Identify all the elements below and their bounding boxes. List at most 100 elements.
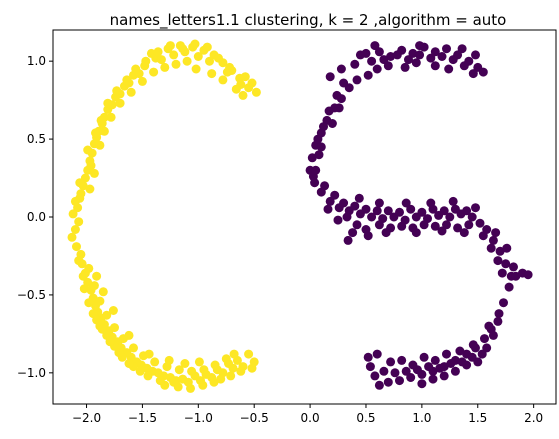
x-tick-label: −0.5 bbox=[240, 411, 269, 425]
y-axis: −1.0 −0.5 0.0 0.5 1.0 bbox=[17, 54, 53, 380]
scatter-point bbox=[395, 376, 404, 386]
scatter-point bbox=[89, 281, 99, 291]
scatter-point bbox=[442, 349, 451, 359]
scatter-point bbox=[336, 64, 346, 74]
scatter-point bbox=[124, 359, 134, 368]
scatter-point bbox=[501, 259, 511, 269]
scatter-point bbox=[199, 365, 209, 375]
scatter-point bbox=[89, 168, 99, 178]
scatter-point bbox=[400, 62, 410, 72]
scatter-point bbox=[182, 56, 192, 66]
scatter-point bbox=[205, 56, 214, 66]
scatter-point bbox=[156, 55, 166, 65]
scatter-point bbox=[379, 366, 389, 376]
scatter-point bbox=[417, 379, 427, 389]
scatter-point bbox=[439, 371, 449, 381]
scatter-point bbox=[216, 374, 226, 384]
scatter-point bbox=[324, 106, 334, 116]
scatter-point bbox=[453, 223, 463, 233]
scatter-point bbox=[112, 86, 122, 96]
scatter-point bbox=[169, 50, 179, 60]
scatter-point bbox=[249, 357, 259, 367]
scatter-point bbox=[103, 98, 113, 108]
scatter-point bbox=[342, 212, 352, 222]
scatter-point bbox=[350, 201, 360, 211]
scatter-point bbox=[78, 271, 88, 281]
scatter-point bbox=[450, 204, 460, 214]
scatter-point bbox=[202, 42, 212, 52]
scatter-point bbox=[244, 349, 254, 359]
scatter-point bbox=[229, 349, 239, 359]
scatter-point bbox=[397, 355, 407, 365]
scatter-point bbox=[491, 228, 501, 238]
scatter-point bbox=[484, 321, 494, 331]
scatter-point bbox=[462, 206, 472, 216]
scatter-point bbox=[85, 184, 95, 194]
scatter-point bbox=[91, 128, 100, 138]
scatter-point bbox=[327, 119, 337, 128]
scatter-point bbox=[467, 212, 477, 222]
scatter-point bbox=[374, 380, 384, 390]
scatter-point bbox=[74, 256, 84, 266]
scatter-point bbox=[475, 218, 485, 228]
scatter-point bbox=[110, 323, 119, 333]
scatter-point bbox=[86, 161, 96, 171]
scatter-point bbox=[70, 196, 80, 206]
scatter-point bbox=[325, 196, 335, 206]
scatter-point bbox=[450, 366, 460, 376]
scatter-point bbox=[169, 377, 179, 387]
scatter-point bbox=[105, 337, 115, 347]
scatter-point bbox=[495, 246, 505, 256]
scatter-point bbox=[417, 207, 427, 217]
scatter-point bbox=[468, 69, 478, 79]
scatter-point bbox=[97, 324, 107, 334]
scatter-point bbox=[225, 62, 235, 72]
scatter-point bbox=[509, 262, 518, 272]
scatter-point bbox=[383, 206, 393, 216]
scatter-point bbox=[124, 330, 134, 340]
scatter-point bbox=[210, 360, 220, 370]
scatter-point bbox=[247, 78, 257, 88]
scatter-point bbox=[198, 380, 208, 390]
scatter-point bbox=[435, 363, 445, 373]
x-axis: −2.0 −1.5 −1.0 −0.5 0.0 0.5 1.0 1.5 2.0 bbox=[72, 404, 543, 425]
scatter-point bbox=[482, 343, 492, 353]
x-tick-label: −1.0 bbox=[184, 411, 213, 425]
scatter-point bbox=[144, 349, 154, 359]
scatter-point bbox=[129, 343, 138, 353]
scatter-point bbox=[504, 282, 514, 292]
scatter-point bbox=[488, 330, 498, 340]
scatter-point bbox=[363, 352, 373, 362]
scatter-point bbox=[106, 112, 116, 122]
scatter-point bbox=[444, 64, 454, 74]
scatter-point bbox=[374, 220, 384, 230]
scatter-point bbox=[354, 193, 364, 203]
scatter-point bbox=[84, 263, 94, 273]
scatter-point bbox=[95, 140, 105, 150]
x-tick-label: 2.0 bbox=[524, 411, 543, 425]
scatter-point bbox=[363, 70, 373, 80]
scatter-point bbox=[439, 206, 449, 216]
scatter-point bbox=[370, 371, 380, 381]
scatter-point bbox=[350, 59, 360, 69]
x-tick-label: 0.5 bbox=[356, 411, 375, 425]
scatter-point bbox=[333, 215, 343, 225]
scatter-point bbox=[142, 363, 152, 373]
scatter-point bbox=[307, 153, 317, 163]
scatter-point bbox=[411, 228, 421, 238]
scatter-point bbox=[367, 56, 377, 66]
scatter-point bbox=[406, 373, 416, 382]
scatter-point bbox=[352, 220, 362, 230]
scatter-point bbox=[193, 52, 203, 61]
scatter-point bbox=[92, 315, 102, 325]
scatter-point bbox=[446, 359, 456, 368]
scatter-point bbox=[153, 368, 163, 378]
scatter-point bbox=[511, 271, 521, 281]
scatter-point bbox=[401, 198, 411, 208]
scatter-point bbox=[131, 64, 141, 74]
scatter-point bbox=[370, 41, 380, 51]
scatter-point bbox=[419, 220, 429, 230]
scatter-point bbox=[437, 52, 447, 61]
x-tick-label: −1.5 bbox=[128, 411, 157, 425]
